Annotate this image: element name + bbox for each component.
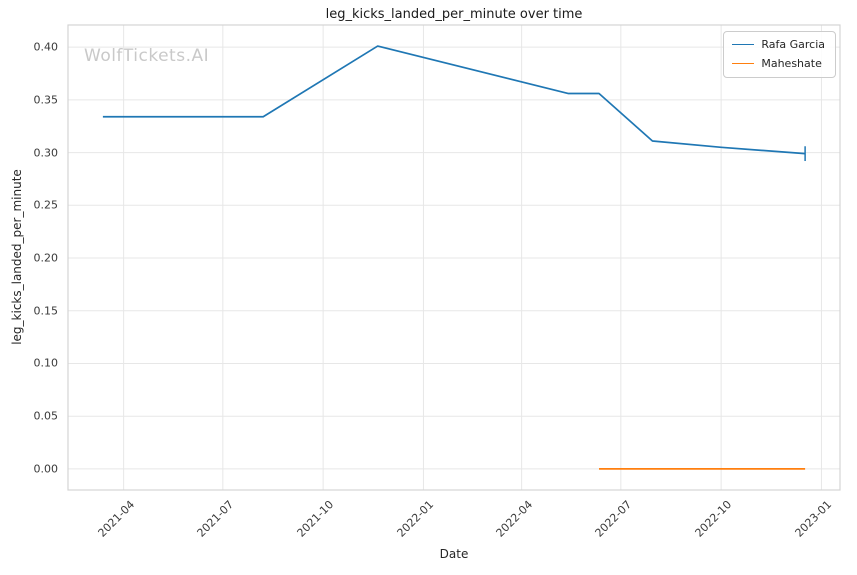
watermark: WolfTickets.AI [84, 46, 210, 66]
plot-border [67, 24, 841, 491]
y-tick-label: 0.10 [33, 356, 59, 370]
legend: Rafa Garcia Maheshate [723, 31, 836, 78]
y-tick-label: 0.20 [33, 251, 59, 265]
x-axis-label: Date [439, 547, 469, 561]
y-tick-label: 0.25 [33, 198, 59, 212]
legend-entry: Maheshate [732, 57, 825, 70]
chart-title: leg_kicks_landed_per_minute over time [325, 7, 583, 22]
y-tick-label: 0.40 [33, 40, 59, 54]
legend-entry: Rafa Garcia [732, 38, 825, 51]
y-tick-label: 0.15 [33, 304, 59, 318]
y-tick-label: 0.05 [33, 409, 59, 423]
legend-label: Rafa Garcia [761, 38, 825, 51]
y-tick-label: 0.00 [33, 462, 59, 476]
series-line-rafa-garcia [102, 45, 806, 155]
legend-line-swatch [732, 63, 755, 64]
legend-label: Maheshate [761, 57, 822, 70]
y-tick-label: 0.30 [33, 146, 59, 160]
legend-line-swatch [732, 44, 755, 45]
y-tick-label: 0.35 [33, 93, 59, 107]
